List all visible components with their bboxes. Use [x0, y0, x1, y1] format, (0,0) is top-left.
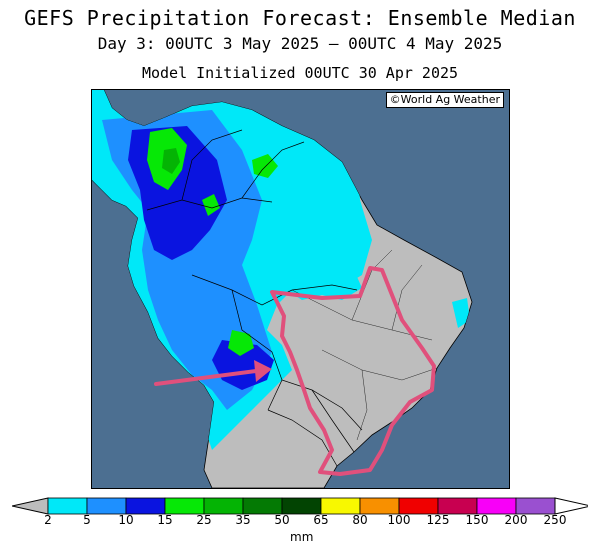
map-canvas — [92, 90, 473, 488]
colorbar-swatch — [47, 497, 88, 515]
colorbar-swatch — [203, 497, 244, 515]
colorbar-swatch — [398, 497, 439, 515]
colorbar-tick-label: 2 — [44, 513, 52, 527]
colorbar-tick-label: 80 — [352, 513, 368, 527]
colorbar-unit: mm — [290, 530, 314, 544]
colorbar — [12, 497, 588, 515]
colorbar-tick-label: 100 — [387, 513, 411, 527]
colorbar-under-triangle — [12, 497, 49, 515]
colorbar-tick-label: 25 — [196, 513, 212, 527]
colorbar-tick-label: 5 — [83, 513, 91, 527]
colorbar-swatch — [359, 497, 400, 515]
colorbar-swatch — [476, 497, 517, 515]
colorbar-swatch — [125, 497, 166, 515]
colorbar-swatch — [242, 497, 283, 515]
colorbar-tick-label: 10 — [118, 513, 134, 527]
colorbar-tick-label: 200 — [504, 513, 528, 527]
colorbar-tick-label: 150 — [465, 513, 489, 527]
colorbar-swatch — [164, 497, 205, 515]
highlight-outline — [270, 266, 436, 476]
model-init-label: Model Initialized 00UTC 30 Apr 2025 — [141, 64, 459, 82]
colorbar-tick-label: 15 — [157, 513, 173, 527]
precipitation-map: ©World Ag Weather — [91, 89, 510, 489]
colorbar-swatch — [320, 497, 361, 515]
colorbar-tick-label: 125 — [426, 513, 450, 527]
annotation-arrow — [154, 360, 272, 386]
colorbar-swatch — [281, 497, 322, 515]
colorbar-swatch — [437, 497, 478, 515]
colorbar-swatch — [86, 497, 127, 515]
colorbar-tick-label: 35 — [235, 513, 251, 527]
colorbar-swatch — [515, 497, 556, 515]
chart-title: GEFS Precipitation Forecast: Ensemble Me… — [24, 6, 576, 30]
colorbar-over-triangle — [554, 497, 588, 515]
chart-subtitle: Day 3: 00UTC 3 May 2025 — 00UTC 4 May 20… — [97, 34, 503, 53]
colorbar-tick-label: 250 — [543, 513, 567, 527]
colorbar-tick-label: 65 — [313, 513, 329, 527]
colorbar-tick-label: 50 — [274, 513, 290, 527]
credit-label: ©World Ag Weather — [385, 92, 504, 108]
